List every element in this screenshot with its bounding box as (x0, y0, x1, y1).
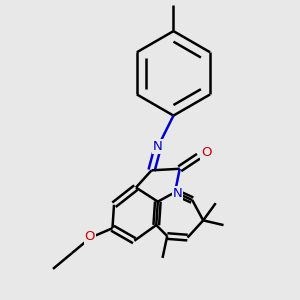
Text: N: N (153, 140, 163, 153)
Text: O: O (85, 230, 95, 244)
Text: O: O (201, 146, 211, 159)
Text: N: N (173, 187, 182, 200)
